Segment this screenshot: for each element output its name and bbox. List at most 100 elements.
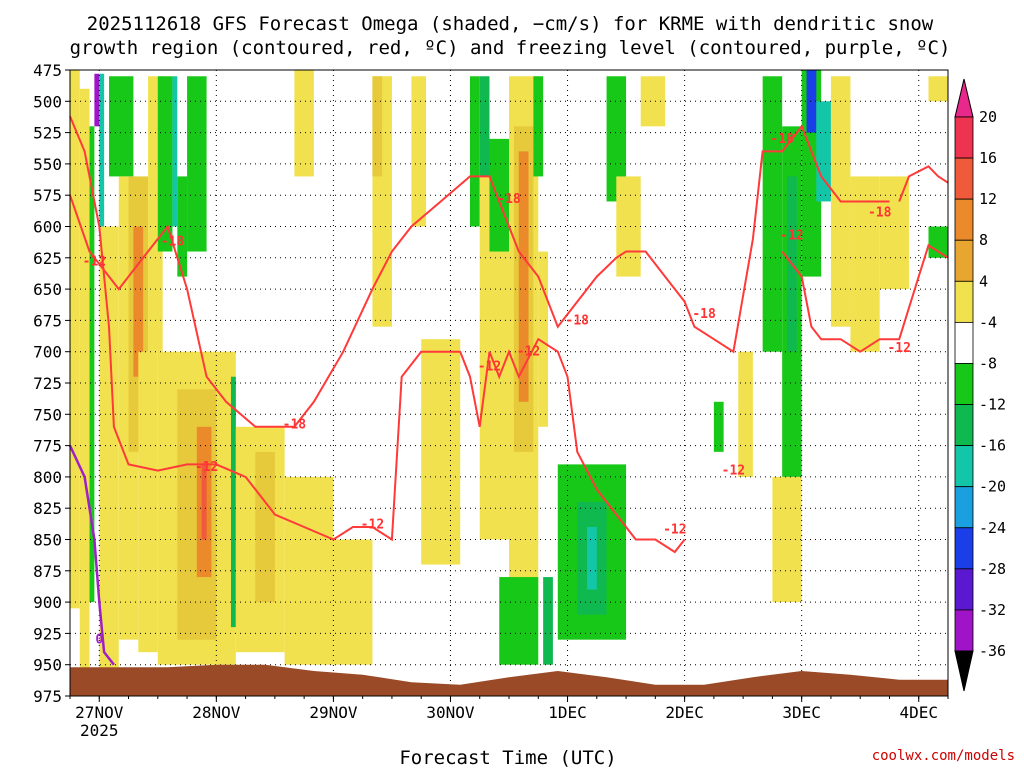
dgz-contour [898, 165, 949, 202]
omega-cell [616, 176, 641, 277]
omega-cell [79, 88, 90, 678]
colorbar-label: 8 [979, 231, 988, 249]
y-tick-label: 800 [33, 468, 62, 487]
omega-cell [587, 526, 597, 590]
contour-label: -12 [195, 460, 218, 475]
y-tick-label: 750 [33, 405, 62, 424]
omega-cell [879, 176, 909, 290]
y-tick-label: 500 [33, 92, 62, 111]
omega-cell [928, 76, 948, 102]
dgz-contour [69, 124, 890, 428]
omega-cell [762, 76, 783, 352]
omega-cell [850, 176, 880, 352]
x-tick-label: 28NOV [192, 703, 241, 722]
omega-cell [187, 76, 207, 252]
omega-cell [489, 138, 509, 252]
colorbar-segment [954, 321, 974, 364]
omega-cell [201, 464, 207, 540]
contour-label: -12 [83, 255, 106, 270]
colorbar-label: -28 [979, 560, 1006, 578]
y-tick-label: 600 [33, 218, 62, 237]
contour-label: -18 [770, 132, 794, 147]
x-tick-label: 3DEC [782, 703, 821, 722]
omega-cell [499, 577, 539, 665]
omega-cell [543, 577, 553, 665]
colorbar-bottom-cap [954, 650, 974, 692]
omega-cell [411, 76, 427, 227]
dgz-contour [781, 243, 949, 353]
colorbar-segment [954, 445, 974, 488]
omega-cell [294, 70, 314, 177]
contour-label: -18 [283, 417, 307, 432]
omega-cell [479, 76, 490, 177]
contours [68, 115, 949, 666]
contour-label: -12 [780, 228, 803, 243]
x-tick-year: 2025 [80, 721, 119, 740]
omega-cell [538, 251, 549, 427]
x-tick-label: 30NOV [426, 703, 475, 722]
y-tick-label: 625 [33, 249, 62, 268]
y-tick-label: 925 [33, 624, 62, 643]
omega-cell [138, 351, 158, 653]
x-tick-label: 29NOV [309, 703, 358, 722]
colorbar-segment [954, 527, 974, 570]
contour-label: -12 [478, 360, 501, 375]
omega-cell [928, 226, 948, 258]
contour-label: -18 [497, 192, 521, 207]
omega-cell [284, 476, 334, 665]
x-tick-label: 4DEC [899, 703, 938, 722]
colorbar-segment [954, 157, 974, 200]
omega-cell [372, 76, 383, 177]
credit-text: coolwx.com/models [872, 748, 1015, 764]
colorbar-segment [954, 363, 974, 405]
contour-label: -18 [868, 206, 892, 221]
terrain [70, 664, 948, 696]
y-tick-label: 850 [33, 531, 62, 550]
colorbar-label: 16 [979, 149, 997, 167]
colorbar-segment [954, 486, 974, 529]
chart-title-line2: growth region (contoured, red, ºC) and f… [70, 37, 951, 59]
colorbar-label: 12 [979, 190, 997, 208]
omega-cell [518, 151, 529, 402]
omega-cell [421, 339, 461, 565]
omega-cell [816, 101, 831, 202]
x-tick-label: 1DEC [548, 703, 587, 722]
y-axis: 475 500 525 550 575 600 625 650 675 700 725 750 775 8… [33, 61, 70, 706]
colorbar-segment [954, 280, 974, 323]
y-tick-label: 475 [33, 61, 62, 80]
freezing-level-contour [68, 445, 115, 666]
y-tick-label: 875 [33, 562, 62, 581]
y-tick-label: 650 [33, 280, 62, 299]
y-tick-label: 725 [33, 374, 62, 393]
omega-cell [177, 176, 188, 277]
plot-area: -12 -18 -18 -12 -12 -18 -12 -12 -18 -18 -12 -12 -18 -… [68, 69, 949, 697]
colorbar-segment [954, 116, 974, 159]
omega-cell [89, 126, 95, 603]
omega-cell [255, 451, 275, 603]
y-tick-label: 950 [33, 656, 62, 675]
y-tick-label: 975 [33, 687, 62, 706]
colorbar-label: -12 [979, 396, 1006, 414]
x-tick-label: 27NOV [75, 703, 124, 722]
colorbar-segment [954, 239, 974, 282]
colorbar-label: 20 [979, 108, 997, 126]
colorbar-label: 4 [979, 272, 988, 290]
colorbar-label: -36 [979, 642, 1006, 660]
omega-cell [533, 76, 544, 177]
omega-cell [606, 76, 627, 202]
contour-label: -12 [887, 341, 910, 356]
omega-cell [99, 73, 105, 227]
y-tick-label: 825 [33, 499, 62, 518]
omega-cell [99, 226, 119, 678]
colorbar-label: -32 [979, 601, 1006, 619]
contour-label: -12 [722, 464, 745, 479]
y-tick-label: 525 [33, 124, 62, 143]
colorbar-segment [954, 198, 974, 241]
omega-cell [469, 76, 480, 227]
colorbar-label: -24 [979, 519, 1006, 537]
colorbar-segment [954, 568, 974, 611]
colorbar-segment [954, 404, 974, 447]
omega-cell [70, 70, 80, 609]
contour-labels: -12 -18 -18 -12 -12 -18 -12 -12 -18 -18 -12 -12 -18 -… [83, 132, 911, 648]
